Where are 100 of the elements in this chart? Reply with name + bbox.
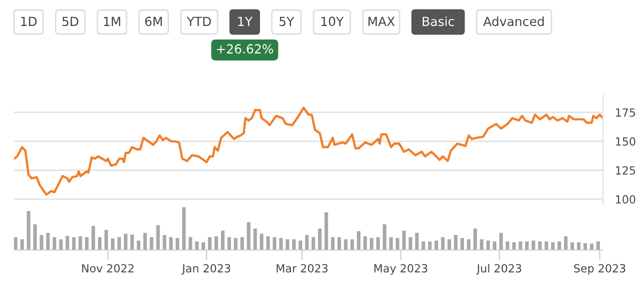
bar — [312, 237, 316, 250]
bar — [532, 240, 536, 250]
bar — [396, 238, 400, 250]
bar — [66, 236, 70, 250]
category-label: YTD — [186, 16, 211, 26]
bar — [59, 239, 63, 250]
bar — [162, 235, 166, 250]
bar — [389, 237, 393, 250]
bar — [279, 238, 283, 250]
bar — [92, 226, 96, 250]
bar — [363, 236, 367, 250]
bar — [305, 235, 309, 250]
line-series — [14, 106, 603, 196]
x-tick-label: Mar 2023 — [276, 264, 328, 272]
bar — [253, 228, 257, 250]
x-tick-label: Sep 2023 — [574, 264, 626, 275]
bar — [492, 241, 496, 250]
bar — [512, 242, 516, 250]
y-tick-label: 125 — [616, 166, 636, 175]
bar — [136, 240, 140, 250]
bar — [78, 236, 82, 250]
bar — [20, 239, 24, 250]
bar — [292, 239, 296, 250]
bar — [525, 241, 529, 250]
bar — [434, 240, 438, 250]
bar — [240, 237, 244, 250]
bar — [486, 240, 490, 250]
bar — [544, 241, 548, 250]
bar — [441, 237, 445, 250]
bar — [246, 222, 250, 250]
bar — [337, 237, 342, 250]
bar — [466, 239, 470, 250]
bar — [150, 237, 154, 250]
bar — [208, 237, 212, 250]
x-tick-label: Jan 2023 — [182, 264, 230, 275]
bar — [499, 232, 503, 250]
bar — [590, 244, 594, 250]
category-label: 10Y — [322, 16, 344, 26]
bar — [356, 231, 360, 250]
bar — [376, 237, 380, 250]
bar — [195, 241, 199, 250]
bar — [286, 239, 290, 250]
bar — [176, 238, 180, 250]
category-label: MAX — [368, 16, 395, 26]
bar — [188, 237, 192, 250]
bar — [428, 241, 432, 250]
bar — [266, 236, 270, 250]
bar — [156, 225, 160, 250]
bar — [227, 237, 231, 250]
bar — [422, 241, 426, 250]
text: +26.62% — [216, 44, 274, 54]
bar — [460, 238, 464, 250]
bar — [52, 237, 56, 250]
bar — [596, 241, 600, 250]
y-tick-label: 175 — [616, 108, 636, 117]
bar — [14, 237, 18, 250]
y-tick-label: 100 — [616, 195, 636, 204]
bar — [260, 234, 264, 250]
bar — [558, 241, 562, 250]
bar — [272, 237, 276, 250]
bar — [46, 232, 50, 250]
bar — [415, 232, 419, 250]
bar — [182, 207, 186, 250]
y-tick-label: 150 — [616, 137, 636, 146]
x-tick-label: Nov 2022 — [82, 264, 134, 272]
bar — [298, 240, 302, 250]
category-label: 1M — [104, 16, 120, 26]
category-label: 1Y — [238, 16, 253, 26]
bar — [350, 239, 354, 250]
bar — [143, 232, 147, 250]
bar — [480, 239, 484, 250]
bar — [454, 235, 458, 250]
bar — [564, 236, 568, 250]
bar — [408, 237, 412, 250]
bar — [40, 235, 44, 250]
category-label: 1D — [21, 16, 37, 26]
bar — [402, 230, 406, 250]
bar — [370, 238, 374, 250]
category-label: Basic — [422, 16, 454, 26]
category-label: 5D — [62, 16, 78, 26]
bar — [324, 212, 328, 250]
category-label: 6M — [145, 16, 162, 26]
bar — [98, 237, 102, 250]
bar — [33, 224, 37, 250]
bar — [104, 230, 108, 250]
bar — [124, 234, 128, 250]
bar — [318, 228, 322, 250]
bar — [330, 237, 335, 250]
bar — [538, 241, 542, 250]
bar — [473, 228, 477, 250]
bar — [72, 237, 76, 250]
bar — [26, 211, 30, 250]
bar — [220, 230, 225, 250]
bar — [214, 236, 218, 250]
bar — [85, 237, 89, 250]
bar — [169, 237, 173, 250]
bar — [344, 239, 348, 250]
bar — [110, 238, 114, 250]
bar — [448, 239, 452, 250]
category-label: 5Y — [280, 16, 294, 26]
